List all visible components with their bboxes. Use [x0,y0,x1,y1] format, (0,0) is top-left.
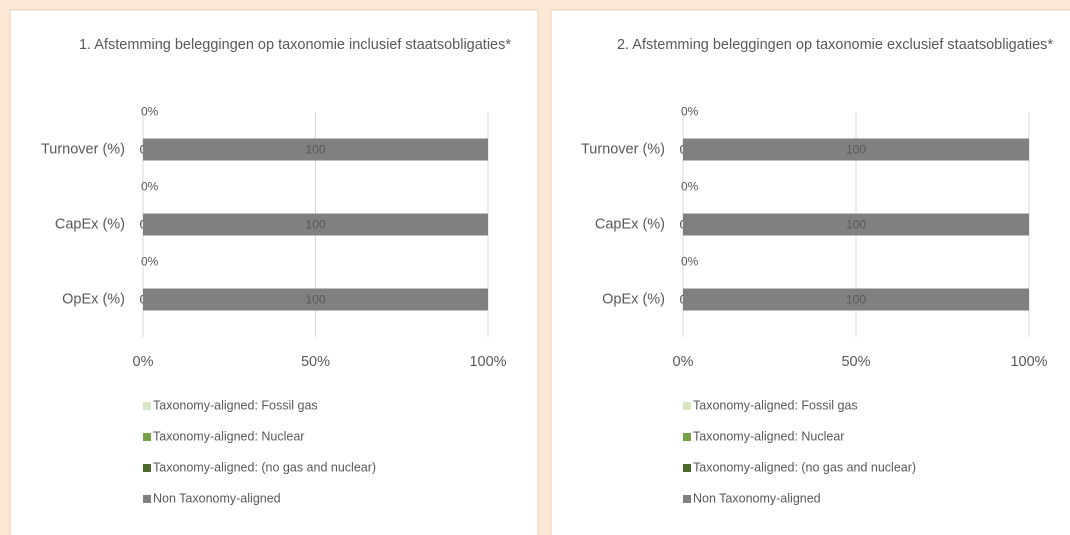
x-tick-label: 50% [301,354,330,370]
bar [143,138,488,161]
legend-label: Taxonomy-aligned: Nuclear [693,429,844,443]
panel [550,9,1070,535]
legend-swatch [143,402,151,410]
data-label: 0% [681,255,699,269]
x-tick-label: 100% [1010,354,1047,370]
y-tick-label: OpEx (%) [62,291,125,307]
bar [683,288,1029,311]
legend-label: Taxonomy-aligned: (no gas and nuclear) [693,460,916,474]
legend-swatch [683,495,691,503]
legend-swatch [143,433,151,441]
x-tick-label: 50% [841,354,870,370]
data-label: 0% [681,105,699,119]
data-label: 100 [846,218,866,232]
y-tick-label: OpEx (%) [602,291,665,307]
bar [143,213,488,236]
legend-label: Taxonomy-aligned: Fossil gas [693,398,858,412]
legend-swatch [143,495,151,503]
chart-title: 2. Afstemming beleggingen op taxonomie e… [616,37,1054,53]
y-tick-label: Turnover (%) [581,141,665,157]
y-tick-label: CapEx (%) [55,216,125,232]
data-label: 0% [141,180,159,194]
legend-swatch [683,464,691,472]
bar [683,138,1029,161]
data-label: 0% [681,180,699,194]
x-tick-label: 100% [469,354,506,370]
legend-swatch [683,433,691,441]
data-label: 100 [305,293,325,307]
legend-label: Taxonomy-aligned: Nuclear [153,429,304,443]
data-label: 100 [305,218,325,232]
bar [683,213,1029,236]
y-tick-label: Turnover (%) [41,141,125,157]
y-tick-label: CapEx (%) [595,216,665,232]
legend-label: Non Taxonomy-aligned [693,491,821,505]
data-label: 100 [305,143,325,157]
chart-title: 1. Afstemming beleggingen op taxonomie i… [78,37,512,53]
legend-label: Non Taxonomy-aligned [153,491,281,505]
legend-swatch [683,402,691,410]
legend-label: Taxonomy-aligned: Fossil gas [153,398,318,412]
x-tick-label: 0% [673,354,694,370]
panel [9,9,539,535]
data-label: 100 [846,293,866,307]
data-label: 0% [141,105,159,119]
legend-label: Taxonomy-aligned: (no gas and nuclear) [153,460,376,474]
bar [143,288,488,311]
legend-swatch [143,464,151,472]
data-label: 100 [846,143,866,157]
data-label: 0% [141,255,159,269]
x-tick-label: 0% [133,354,154,370]
